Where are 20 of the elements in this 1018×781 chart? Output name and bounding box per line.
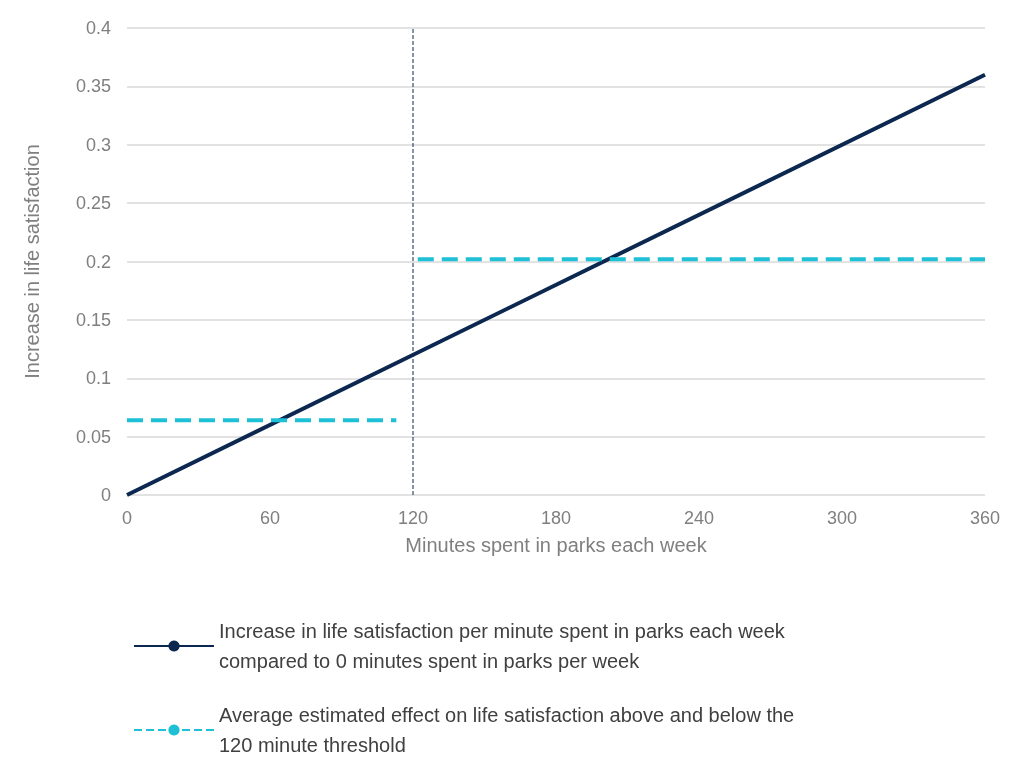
y-tick-label: 0.15 — [75, 309, 111, 330]
x-tick-label: 240 — [683, 508, 715, 528]
y-tick-label: 0.2 — [85, 251, 111, 272]
legend-label: Increase in life satisfaction per minute spent in parks each week compared to 0 minutes spent in parks per week — [219, 620, 791, 672]
y-tick-label: 0.25 — [75, 193, 111, 214]
y-axis-title: Increase in life satisfaction — [21, 144, 43, 379]
x-tick-label: 120 — [397, 508, 429, 528]
legend-label: Average estimated effect on life satisfaction above and below the 120 minute threshold — [219, 704, 800, 756]
y-tick-label: 0.4 — [85, 18, 111, 38]
x-tick-label: 60 — [259, 508, 281, 528]
x-tick-label: 180 — [540, 508, 572, 528]
y-tick-label: 0.05 — [75, 426, 111, 447]
x-axis-title: Minutes spent in parks each week — [405, 534, 708, 556]
y-tick-label: 0.3 — [85, 134, 111, 155]
x-tick-label: 300 — [826, 508, 858, 528]
x-tick-label: 0 — [121, 508, 133, 528]
x-tick-label: 360 — [969, 508, 1001, 528]
y-tick-label: 0.35 — [75, 76, 111, 97]
y-tick-label: 0 — [100, 485, 111, 505]
y-tick-label: 0.1 — [85, 368, 111, 389]
